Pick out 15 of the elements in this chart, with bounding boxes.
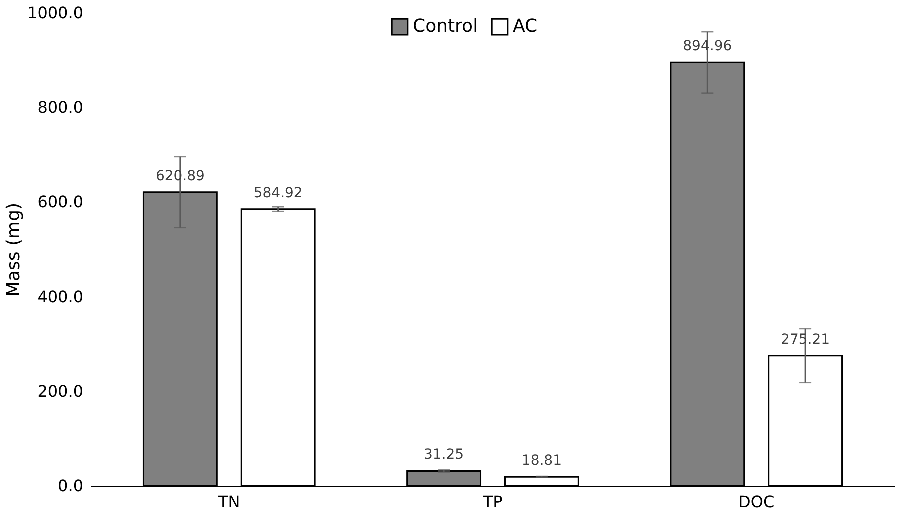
y-tick-label: 200.0 bbox=[38, 382, 84, 401]
x-tick-label: TP bbox=[482, 492, 504, 512]
x-tick-label: TN bbox=[218, 492, 240, 512]
y-tick-label: 400.0 bbox=[38, 287, 84, 306]
data-label: 18.81 bbox=[522, 453, 562, 470]
x-tick-label: DOC bbox=[738, 492, 775, 512]
y-tick-label: 600.0 bbox=[38, 192, 84, 212]
y-tick-label: 800.0 bbox=[38, 98, 84, 118]
legend-label: Control bbox=[413, 16, 478, 38]
y-axis-title: Mass (mg) bbox=[4, 202, 25, 298]
y-tick-label: 1000.0 bbox=[28, 4, 84, 22]
data-label: 584.92 bbox=[254, 185, 303, 202]
y-tick-label: 0.0 bbox=[58, 476, 84, 496]
legend-label: AC bbox=[513, 16, 538, 38]
data-label: 31.25 bbox=[424, 447, 464, 464]
